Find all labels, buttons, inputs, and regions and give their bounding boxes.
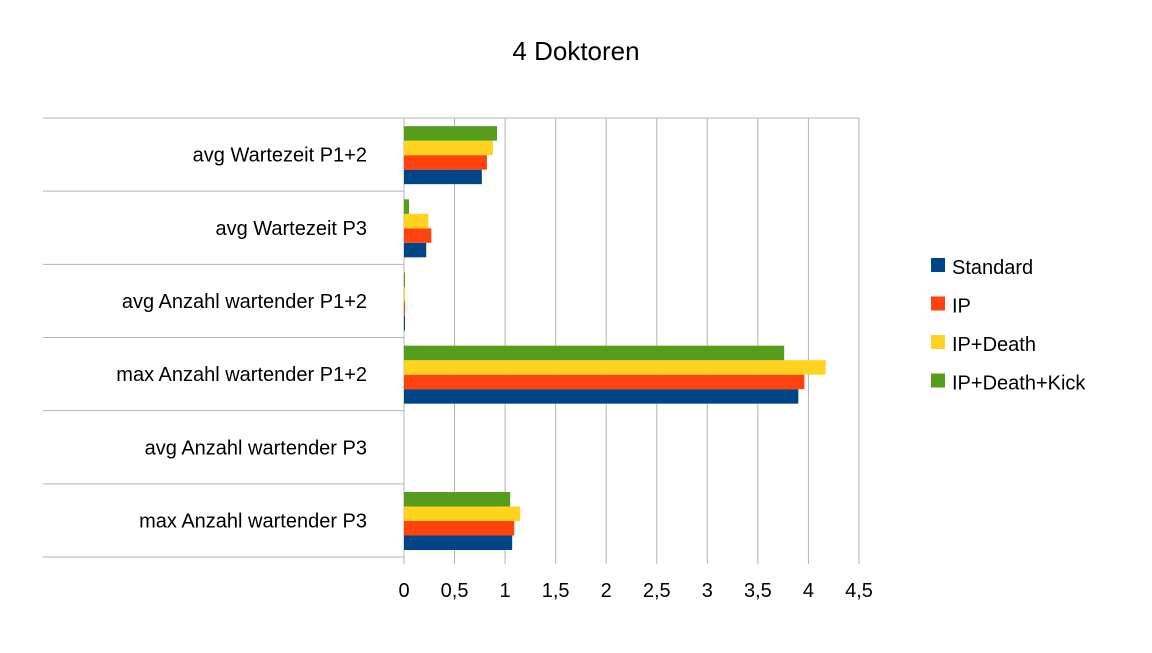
legend-swatch: [931, 296, 945, 311]
bars-layer: [404, 126, 826, 550]
bar: [404, 242, 427, 258]
category-label: max Anzahl wartender P3: [139, 510, 367, 532]
x-tick-label: 2,5: [643, 580, 671, 602]
category-labels: avg Wartezeit P1+2 avg Wartezeit P3 avg An…: [116, 145, 367, 533]
bar: [404, 301, 406, 316]
bar: [404, 140, 493, 156]
x-tick-label: 0: [398, 580, 409, 602]
x-tick-label: 1,5: [542, 580, 570, 602]
category-label: avg Anzahl wartender P3: [145, 437, 367, 459]
bar: [404, 228, 432, 243]
legend-label: Standard: [952, 257, 1033, 279]
bar: [404, 492, 511, 507]
bar: [404, 345, 785, 361]
bar: [404, 506, 521, 521]
x-tick-label: 3: [702, 580, 713, 602]
bar: [404, 535, 513, 550]
bar: [404, 374, 805, 390]
category-label: max Anzahl wartender P1+2: [116, 364, 367, 386]
bar: [404, 316, 406, 331]
bar: [404, 155, 487, 170]
x-tick-label: 1: [500, 580, 511, 602]
category-label: avg Wartezeit P3: [215, 218, 367, 240]
legend-swatch: [931, 373, 945, 388]
legend-swatch: [931, 335, 945, 349]
category-label: avg Anzahl wartender P1+2: [122, 291, 367, 313]
bar: [404, 521, 515, 536]
category-label: avg Wartezeit P1+2: [193, 145, 367, 167]
legend: Standard IP IP+Death IP+Death+Kick: [931, 257, 1086, 395]
x-tick-label: 3,5: [744, 580, 772, 602]
x-tick-label: 4: [803, 580, 814, 602]
bar: [404, 360, 826, 375]
legend-label: IP+Death+Kick: [952, 373, 1086, 395]
grid-layer: [43, 117, 860, 564]
legend-label: IP: [952, 296, 971, 318]
bar: [404, 389, 799, 404]
bar: [404, 287, 406, 302]
legend-label: IP+Death: [952, 334, 1036, 356]
x-tick-label: 0,5: [441, 580, 469, 602]
legend-swatch: [931, 258, 945, 272]
x-tick-labels: 0 0,5 1 1,5 2 2,5 3 3,5 4 4,5: [398, 580, 872, 602]
bar: [404, 169, 482, 185]
x-tick-label: 2: [601, 580, 612, 602]
bar: [404, 272, 406, 287]
bar: [404, 199, 410, 214]
chart-title: 4 Doktoren: [512, 36, 639, 66]
x-tick-label: 4,5: [845, 580, 873, 602]
bar: [404, 126, 498, 141]
bar: [404, 213, 429, 229]
